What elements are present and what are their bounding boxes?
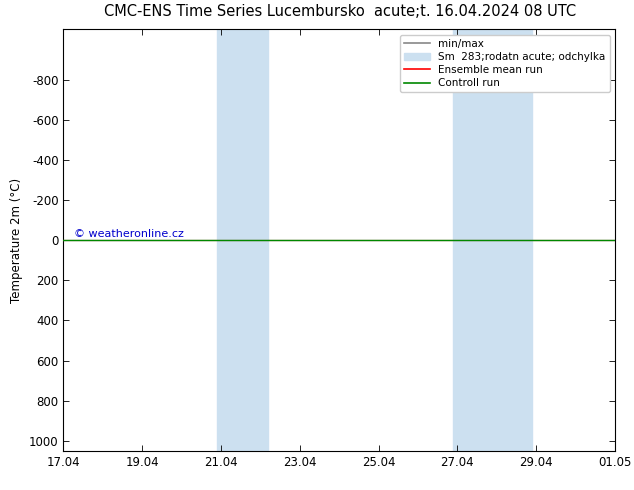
- Text: acute;t. 16.04.2024 08 UTC: acute;t. 16.04.2024 08 UTC: [375, 4, 576, 19]
- Legend: min/max, Sm  283;rodatn acute; odchylka, Ensemble mean run, Controll run: min/max, Sm 283;rodatn acute; odchylka, …: [400, 35, 610, 92]
- Y-axis label: Temperature 2m (°C): Temperature 2m (°C): [10, 177, 23, 303]
- Bar: [236, 29, 268, 451]
- Text: CMC-ENS Time Series Lucembursko: CMC-ENS Time Series Lucembursko: [104, 4, 365, 19]
- Bar: [473, 29, 533, 451]
- Bar: [217, 29, 236, 451]
- Text: © weatheronline.cz: © weatheronline.cz: [74, 229, 184, 239]
- Bar: [453, 29, 473, 451]
